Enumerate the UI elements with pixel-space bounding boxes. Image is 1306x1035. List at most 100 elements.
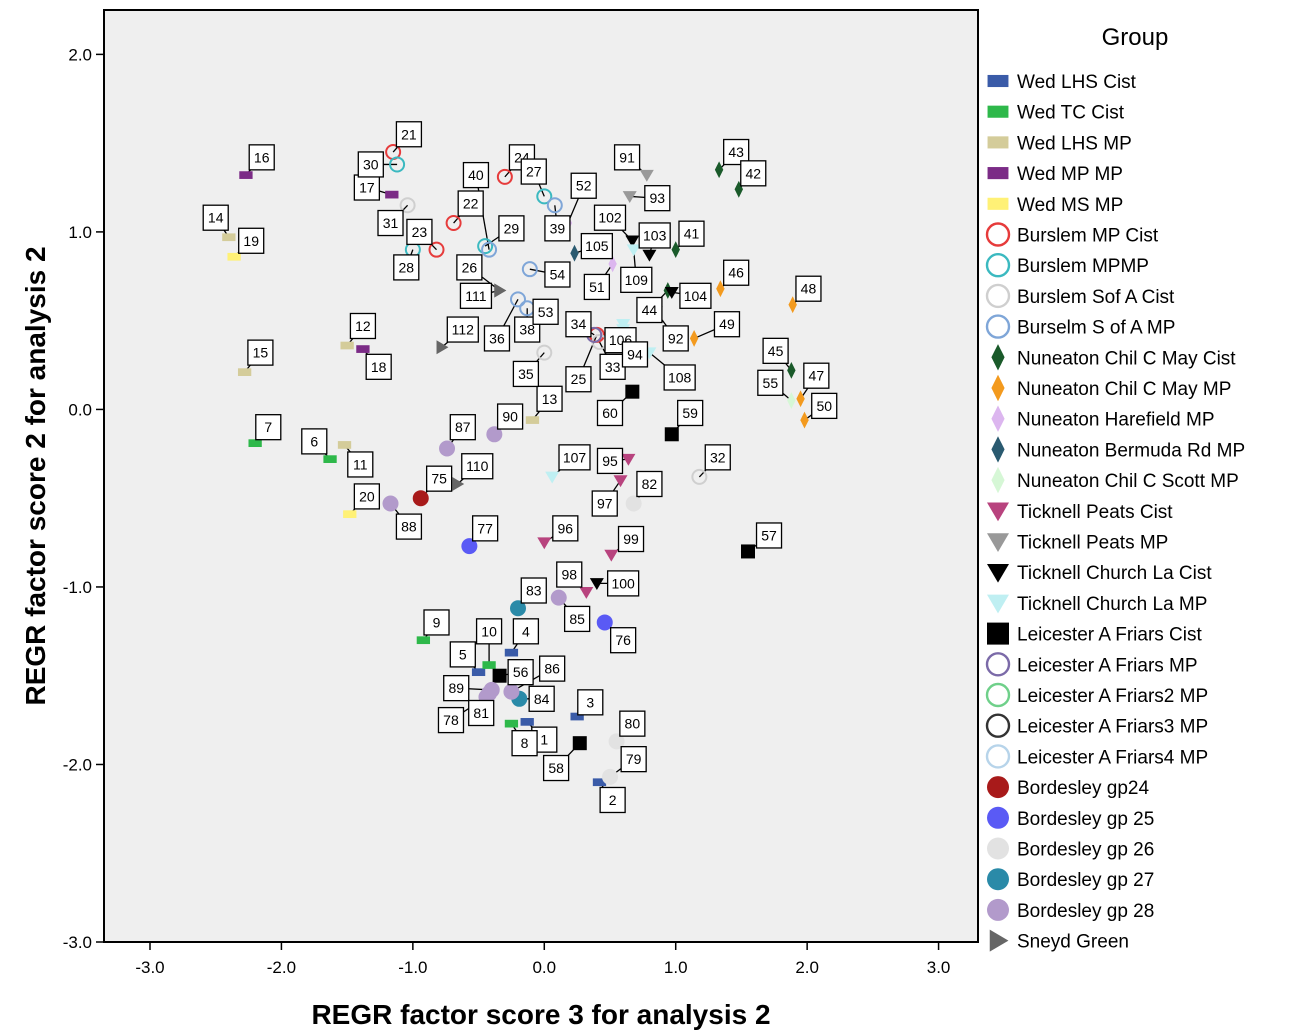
legend-marker — [987, 622, 1009, 645]
point-label-box — [577, 689, 604, 716]
data-point — [545, 471, 560, 484]
data-point — [445, 215, 462, 232]
point-label-box — [636, 470, 663, 498]
point-label: 31 — [383, 215, 399, 231]
point-label-box — [437, 706, 465, 734]
legend-marker — [987, 197, 1009, 210]
legend-label: Leicester A Friars2 MP — [1017, 686, 1208, 707]
legend-item: Nuneaton Chil C May Cist — [991, 344, 1236, 371]
point-label-box — [483, 325, 511, 352]
data-point — [613, 475, 628, 488]
point-label: 98 — [561, 567, 577, 583]
y-axis-title: REGR factor score 2 for analysis 2 — [20, 246, 51, 705]
point-label: 34 — [571, 316, 587, 332]
legend-label: Leicester A Friars Cist — [1017, 625, 1202, 646]
legend-label: Burslem Sof A Cist — [1017, 287, 1175, 308]
data-point — [477, 238, 494, 255]
data-point — [389, 156, 406, 173]
data-point — [227, 252, 241, 261]
legend-marker — [985, 744, 1011, 769]
data-point — [625, 235, 640, 248]
point-label: 43 — [728, 144, 744, 160]
point-label-box — [357, 151, 384, 178]
point-label: 109 — [625, 272, 649, 288]
point-label: 56 — [513, 664, 529, 680]
x-axis-ticks: -3.0 -2.0 -1.0 0.0 1.0 2.0 3.0 — [135, 942, 950, 977]
data-point — [343, 510, 357, 519]
data-point — [536, 344, 553, 361]
point-label: 40 — [468, 167, 484, 183]
x-tick-label: -3.0 — [135, 958, 164, 977]
point-label: 27 — [526, 164, 542, 180]
point-label: 52 — [576, 178, 592, 194]
point-label-box — [471, 515, 499, 542]
point-label: 57 — [761, 527, 777, 543]
point-label: 48 — [801, 281, 817, 297]
data-point — [222, 233, 236, 242]
point-label-box — [365, 353, 392, 380]
point-label-box — [247, 339, 274, 366]
legend-marker — [985, 283, 1011, 309]
point-label-box — [457, 190, 484, 217]
legend-item: Wed MP MP — [987, 164, 1123, 185]
data-point — [625, 495, 642, 512]
legend-item: Nuneaton Chil C May MP — [991, 374, 1231, 402]
legend-label: Bordesley gp 27 — [1017, 870, 1154, 891]
point-label: 105 — [585, 238, 609, 254]
point-label: 107 — [563, 449, 587, 465]
point-label-box — [507, 659, 534, 686]
point-label: 35 — [518, 366, 534, 382]
legend-marker — [991, 466, 1005, 494]
data-point — [504, 648, 519, 657]
point-label-box — [459, 282, 493, 309]
point-label-box — [552, 515, 579, 542]
data-point — [248, 439, 262, 448]
point-label-box — [556, 561, 583, 588]
legend-item: Ticknell Church La MP — [987, 594, 1207, 615]
point-label: 90 — [502, 409, 518, 425]
point-label: 42 — [745, 165, 761, 181]
point-label: 99 — [623, 531, 639, 547]
legend-item: Nuneaton Chil C Scott MP — [991, 466, 1239, 494]
point-label-box — [636, 296, 663, 324]
legend-marker — [985, 652, 1011, 677]
point-label: 91 — [619, 149, 635, 165]
point-label-box — [353, 174, 381, 201]
y-tick-label: 0.0 — [68, 400, 92, 419]
data-point — [337, 441, 352, 449]
legend-label: Bordesley gp 25 — [1017, 809, 1154, 830]
point-label-box — [528, 685, 555, 712]
data-points — [222, 144, 809, 787]
data-point — [608, 255, 617, 273]
point-label-box — [678, 220, 705, 247]
legend-label: Burslem MPMP — [1017, 256, 1149, 277]
legend-label: Ticknell Peats MP — [1017, 533, 1168, 554]
data-point — [596, 614, 613, 631]
point-label: 51 — [589, 279, 605, 295]
legend-label: Leicester A Friars3 MP — [1017, 717, 1208, 738]
point-label: 84 — [534, 691, 550, 707]
data-point — [788, 296, 797, 314]
legend-item: Bordesley gp24 — [987, 776, 1149, 799]
data-point — [428, 241, 445, 258]
legend-marker — [985, 252, 1011, 278]
point-label: 86 — [544, 661, 560, 677]
legend-marker — [991, 405, 1005, 432]
data-point — [689, 330, 699, 347]
point-label: 39 — [550, 220, 566, 236]
data-point — [608, 733, 625, 750]
data-point — [602, 768, 618, 785]
legend-label: Leicester A Friars MP — [1017, 655, 1198, 676]
point-label-box — [803, 362, 830, 389]
point-label-box — [583, 273, 611, 301]
data-point — [520, 718, 534, 726]
data-point — [510, 600, 526, 617]
point-label: 108 — [668, 369, 692, 385]
point-label: 2 — [609, 792, 617, 808]
legend-label: Wed MS MP — [1017, 195, 1123, 216]
point-label-box — [395, 513, 423, 540]
legend-marker — [987, 502, 1009, 522]
legend-label: Nuneaton Bermuda Rd MP — [1017, 440, 1245, 461]
point-label: 76 — [615, 632, 631, 648]
point-label-box — [443, 674, 470, 702]
